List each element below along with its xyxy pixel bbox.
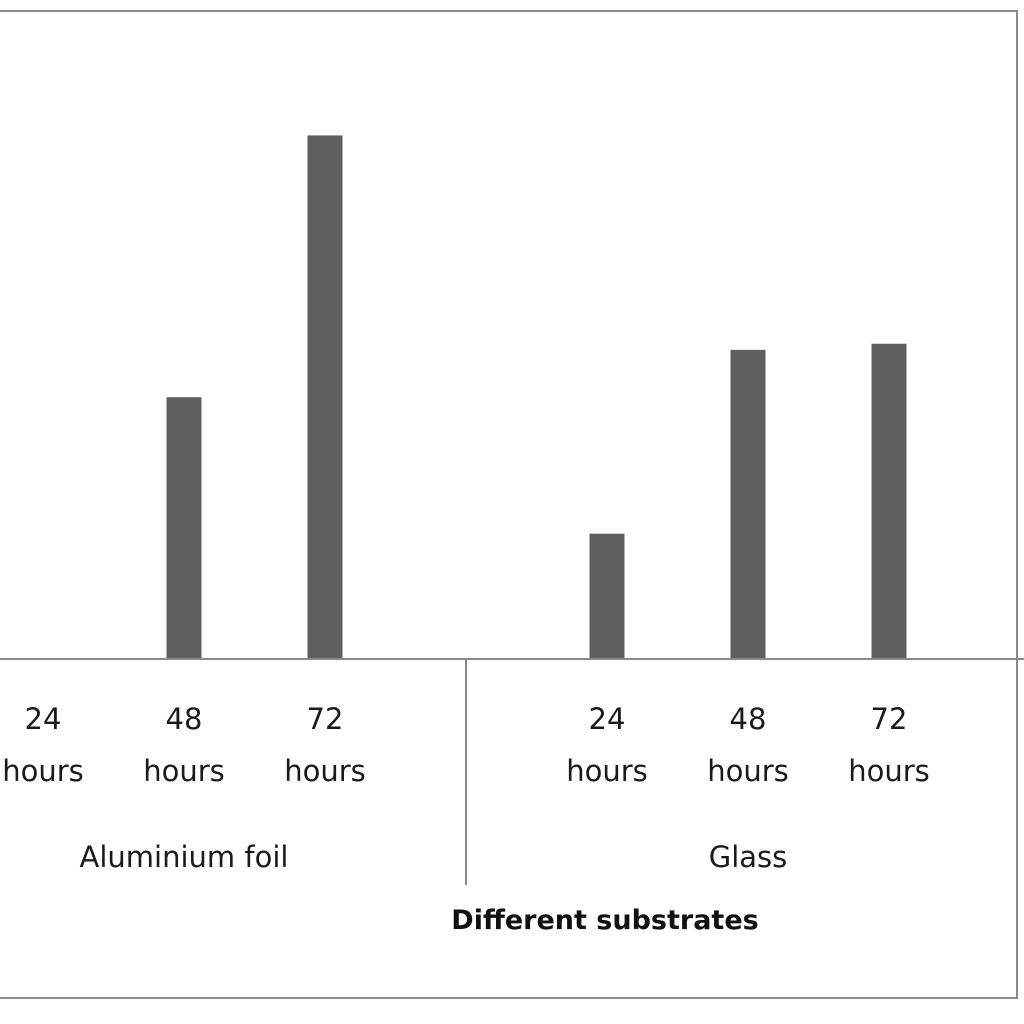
group-labels-layer: Aluminium foil Glass xyxy=(80,840,788,874)
group-label-0: Aluminium foil xyxy=(80,840,289,874)
bar-g1-c2 xyxy=(871,343,907,659)
tick-label-g0-c0-line2: hours xyxy=(2,754,84,788)
tick-label-g1-c0-line2: hours xyxy=(566,754,648,788)
tick-label-g0-c2-line2: hours xyxy=(284,754,366,788)
tick-label-g0-c1-line1: 48 xyxy=(166,702,203,736)
tick-label-g1-c1-line2: hours xyxy=(707,754,789,788)
tick-label-g1-c2-line1: 72 xyxy=(871,702,908,736)
tick-labels-layer: 24 hours 48 hours 72 hours 24 hours 48 hours 72 hou… xyxy=(2,702,930,788)
tick-label-g0-c0-line1: 24 xyxy=(25,702,62,736)
bar-g1-c1 xyxy=(730,349,766,659)
tick-label-g1-c1-line1: 48 xyxy=(730,702,767,736)
x-axis xyxy=(0,658,1024,885)
tick-label-g0-c2-line1: 72 xyxy=(307,702,344,736)
bar-g0-c1 xyxy=(166,397,202,659)
group-label-1: Glass xyxy=(709,840,788,874)
bar-g1-c0 xyxy=(589,533,625,659)
x-axis-label: Different substrates xyxy=(451,905,758,936)
tick-label-g1-c2-line2: hours xyxy=(848,754,930,788)
bars-layer xyxy=(166,135,907,660)
bar-g0-c2 xyxy=(307,135,343,660)
tick-label-g1-c0-line1: 24 xyxy=(589,702,626,736)
tick-label-g0-c1-line2: hours xyxy=(143,754,225,788)
